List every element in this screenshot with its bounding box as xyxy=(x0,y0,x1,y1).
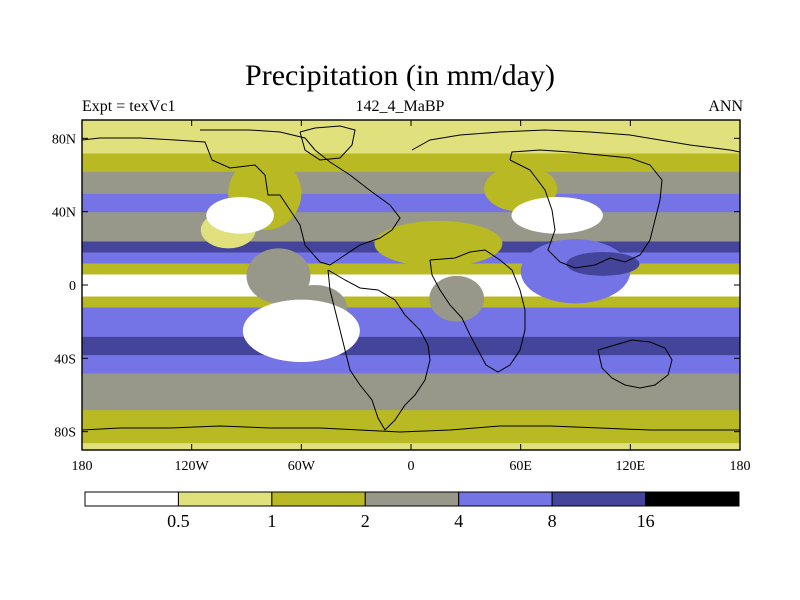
region-10 xyxy=(511,197,603,234)
colorbar-box-3 xyxy=(364,491,460,507)
experiment-label: Expt = texVc1 xyxy=(82,98,176,115)
x-tick-label-4: 60E xyxy=(509,459,532,474)
x-tick-label-3: 0 xyxy=(408,459,415,474)
coastline-north-america xyxy=(82,129,401,266)
band-3 xyxy=(82,354,740,374)
coastline-greenland xyxy=(299,125,356,161)
x-axis: 180 120W 60W 0 60E 120E 180 xyxy=(72,120,751,474)
colorbar-box-1 xyxy=(177,491,273,507)
x-tick-label-0: 180 xyxy=(72,459,93,474)
y-tick-label-1: 40N xyxy=(52,206,76,221)
coastline-australia xyxy=(597,339,673,389)
region-8 xyxy=(566,251,640,276)
region-11 xyxy=(242,299,360,363)
region-9 xyxy=(206,197,274,234)
coastline-south-america xyxy=(327,269,431,431)
colorbar-box-2 xyxy=(271,491,366,507)
map-field xyxy=(82,120,740,450)
band-5 xyxy=(82,307,740,337)
region-12 xyxy=(685,277,740,293)
region-5 xyxy=(429,275,485,322)
y-axis: 80N 40N 0 40S 80S xyxy=(52,132,740,441)
band-16 xyxy=(82,120,740,139)
y-tick-label-4: 80S xyxy=(54,426,76,441)
x-tick-label-2: 60W xyxy=(288,459,316,474)
coastline-antarctica xyxy=(82,425,740,433)
coastline-asia-south xyxy=(509,149,663,269)
colorbar-boxes xyxy=(84,491,740,507)
colorbar-label-0: 0.5 xyxy=(167,511,190,531)
colorbar-label-1: 1 xyxy=(267,511,276,531)
region-3 xyxy=(374,220,503,267)
region-2 xyxy=(246,248,311,304)
colorbar-box-6 xyxy=(645,491,740,507)
colorbar-box-5 xyxy=(551,491,647,507)
x-tick-label-6: 180 xyxy=(730,459,751,474)
colorbar-label-5: 16 xyxy=(637,511,655,531)
x-tick-label-5: 120E xyxy=(616,459,646,474)
coastline-eurasia xyxy=(411,129,740,153)
x-tick-label-1: 120W xyxy=(175,459,210,474)
colorbar-box-0 xyxy=(84,491,179,507)
band-15 xyxy=(82,138,740,154)
season-label: ANN xyxy=(708,98,743,115)
y-tick-label-3: 40S xyxy=(54,352,76,367)
colorbar-label-3: 4 xyxy=(454,511,463,531)
colorbar-label-2: 2 xyxy=(361,511,370,531)
colorbar-box-4 xyxy=(458,491,553,507)
y-tick-label-0: 80N xyxy=(52,132,76,147)
band-2 xyxy=(82,373,740,411)
colorbar-labels: 0.5 1 2 4 8 16 xyxy=(167,511,654,531)
band-8 xyxy=(82,263,740,275)
period-label: 142_4_MaBP xyxy=(355,98,445,115)
colorbar-label-4: 8 xyxy=(548,511,557,531)
band-6 xyxy=(82,296,740,308)
coastline-africa xyxy=(429,249,526,373)
y-tick-label-2: 0 xyxy=(69,279,76,294)
band-1 xyxy=(82,409,740,444)
chart-title: Precipitation (in mm/day) xyxy=(245,59,555,92)
coastlines xyxy=(82,125,740,433)
